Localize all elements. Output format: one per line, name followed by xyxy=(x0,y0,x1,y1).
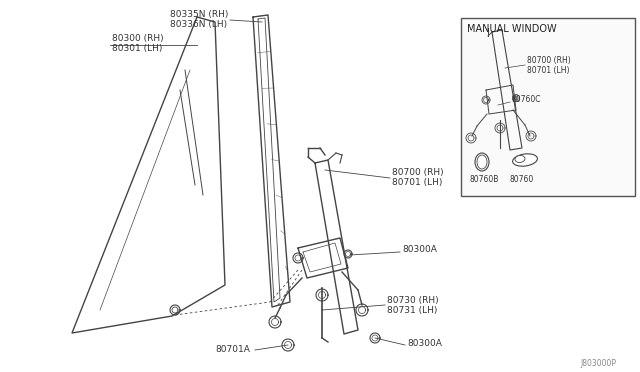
Bar xyxy=(461,18,635,196)
Text: 80701 (LH): 80701 (LH) xyxy=(527,65,570,74)
Text: 80300A: 80300A xyxy=(402,246,437,254)
Ellipse shape xyxy=(477,155,487,169)
Text: 80760C: 80760C xyxy=(512,94,541,103)
Text: 80760B: 80760B xyxy=(470,176,499,185)
Text: J803000P: J803000P xyxy=(580,359,616,368)
Text: 80701 (LH): 80701 (LH) xyxy=(392,179,442,187)
Text: 80335N (RH): 80335N (RH) xyxy=(170,10,228,19)
Text: 80701A: 80701A xyxy=(215,346,250,355)
Text: 80301 (LH): 80301 (LH) xyxy=(112,44,163,52)
Ellipse shape xyxy=(475,153,489,171)
Text: 80300 (RH): 80300 (RH) xyxy=(112,33,164,42)
Text: MANUAL WINDOW: MANUAL WINDOW xyxy=(467,24,557,34)
Text: 80730 (RH): 80730 (RH) xyxy=(387,296,438,305)
Ellipse shape xyxy=(515,155,525,163)
Text: 80731 (LH): 80731 (LH) xyxy=(387,307,437,315)
Text: 80336N (LH): 80336N (LH) xyxy=(170,19,227,29)
Text: 80300A: 80300A xyxy=(407,339,442,347)
Text: 80760: 80760 xyxy=(510,176,534,185)
Ellipse shape xyxy=(513,154,538,166)
Text: 80700 (RH): 80700 (RH) xyxy=(392,169,444,177)
Text: 80700 (RH): 80700 (RH) xyxy=(527,57,571,65)
